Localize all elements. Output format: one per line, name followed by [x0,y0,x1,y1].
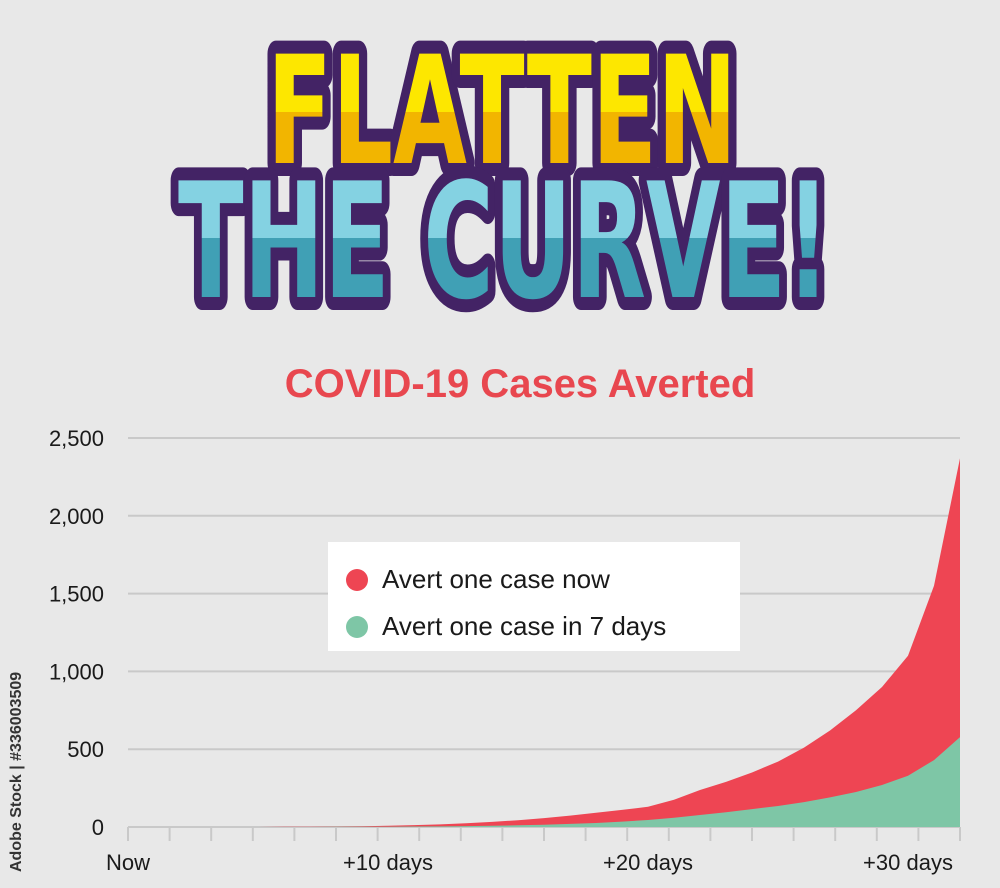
x-tick-label: +20 days [603,850,693,875]
x-tick-label: +30 days [863,850,953,875]
series-area-avert-7-days [128,737,960,827]
legend-swatch-green [346,615,368,638]
flatten-the-curve-logo: FLATTEN THE CURVE! [165,12,843,330]
legend-item-7-days: Avert one case in 7 days [346,603,740,650]
x-tick-label: Now [106,850,150,875]
y-tick-label: 2,000 [49,504,104,529]
legend-item-now: Avert one case now [346,556,740,603]
y-tick-label: 1,500 [49,582,104,607]
chart-title: COVID-19 Cases Averted [284,362,756,406]
logo-line1: FLATTEN [267,25,737,199]
legend-swatch-red [346,568,368,591]
y-tick-label: 2,500 [49,426,104,451]
legend-label: Avert one case in 7 days [382,611,667,641]
watermark: Adobe Stock | #336003509 [8,671,25,872]
legend-label: Avert one case now [382,564,610,594]
logo-line2: THE CURVE! [178,148,830,330]
y-tick-label: 1,000 [49,659,104,684]
y-tick-label: 0 [92,815,104,840]
x-tick-label: +10 days [343,850,433,875]
y-tick-label: 500 [67,737,104,762]
legend: Avert one case now Avert one case in 7 d… [328,542,740,651]
